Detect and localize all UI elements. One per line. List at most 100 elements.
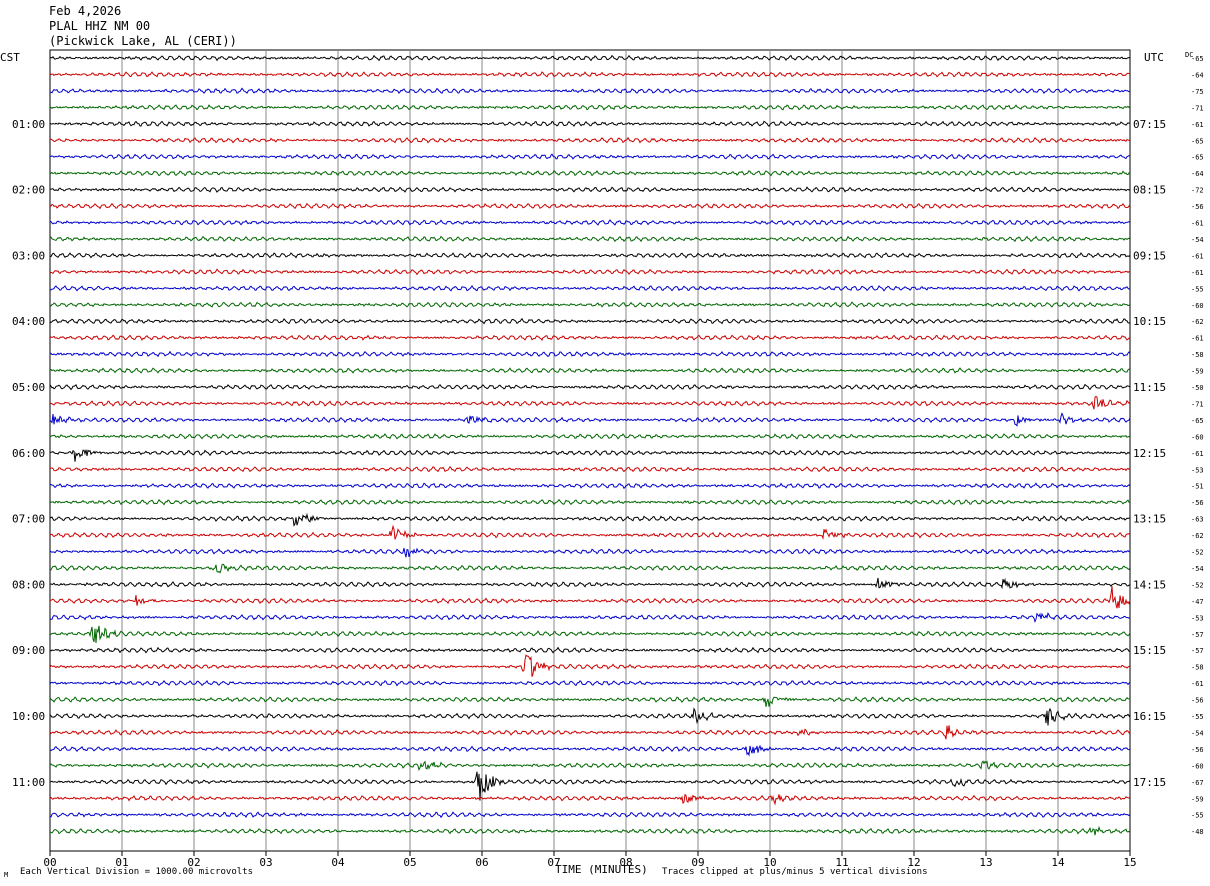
dc-offset-label: -53	[1191, 614, 1204, 622]
seismic-trace	[49, 120, 1131, 127]
dc-offset-label: -71	[1191, 400, 1204, 408]
seismic-trace	[49, 383, 1131, 391]
dc-offset-label: -61	[1191, 335, 1204, 343]
seismic-trace	[49, 285, 1131, 292]
seismic-trace	[49, 169, 1131, 177]
dc-offset-label: -57	[1191, 631, 1204, 639]
x-tick-label: 12	[907, 856, 920, 869]
seismic-trace	[49, 219, 1131, 226]
seismic-trace	[49, 707, 1131, 726]
seismic-trace	[49, 235, 1131, 243]
header-date: Feb 4,2026	[49, 4, 122, 18]
dc-offset-label: -71	[1191, 104, 1204, 112]
dc-offset-label: -56	[1191, 697, 1204, 705]
dc-offset-label: -56	[1191, 746, 1204, 754]
seismic-trace	[49, 825, 1131, 836]
dc-offset-label: -54	[1191, 729, 1204, 737]
x-tick-label: 10	[763, 856, 776, 869]
right-hour-label: 10:15	[1133, 315, 1166, 328]
dc-offset-label: -61	[1191, 252, 1204, 260]
seismic-trace	[49, 512, 1131, 527]
seismic-trace	[49, 449, 1131, 462]
dc-offset-label: -60	[1191, 302, 1204, 310]
dc-offset-label: -55	[1191, 812, 1204, 820]
seismic-trace	[49, 465, 1131, 473]
left-hour-label: 06:00	[12, 447, 45, 460]
dc-offset-label: -65	[1191, 154, 1204, 162]
seismic-trace	[49, 268, 1131, 276]
seismic-trace	[49, 524, 1131, 540]
dc-offset-label: -58	[1191, 664, 1204, 672]
seismic-trace	[49, 563, 1131, 574]
x-tick-label: 03	[259, 856, 272, 869]
dc-offset-label: -61	[1191, 121, 1204, 129]
left-hour-label: 05:00	[12, 381, 45, 394]
seismic-trace	[49, 186, 1131, 193]
seismic-trace	[49, 577, 1131, 590]
x-axis-title: TIME (MINUTES)	[555, 863, 648, 876]
dc-offset-label: -62	[1191, 318, 1204, 326]
seismic-trace	[49, 611, 1131, 624]
seismic-trace	[49, 625, 1131, 643]
seismic-trace	[49, 412, 1131, 427]
dc-offset-label: -58	[1191, 351, 1204, 359]
dc-offset-label: -65	[1191, 55, 1204, 63]
x-tick-label: 06	[475, 856, 488, 869]
x-tick-label: 05	[403, 856, 416, 869]
seismic-trace	[49, 498, 1131, 506]
seismic-trace	[49, 136, 1131, 144]
left-hour-label: 11:00	[12, 776, 45, 789]
footer-corner-mark: M	[4, 871, 9, 879]
dc-offset-label: -64	[1191, 170, 1204, 178]
left-hour-label: 10:00	[12, 710, 45, 723]
x-tick-label: 02	[187, 856, 200, 869]
seismic-trace	[49, 654, 1131, 677]
right-hour-label: 14:15	[1133, 578, 1166, 591]
seismic-trace	[49, 301, 1131, 308]
dc-offset-label: -50	[1191, 384, 1204, 392]
dc-offset-label: -60	[1191, 433, 1204, 441]
dc-offset-label: -59	[1191, 368, 1204, 376]
dc-offset-label: -56	[1191, 499, 1204, 507]
x-tick-label: 11	[835, 856, 848, 869]
seismic-trace	[49, 252, 1131, 259]
right-hour-label: 09:15	[1133, 249, 1166, 262]
seismic-trace	[49, 771, 1131, 801]
seismic-trace	[49, 433, 1131, 440]
right-hour-label: 12:15	[1133, 447, 1166, 460]
seismic-trace	[49, 725, 1131, 740]
left-hour-label: 09:00	[12, 644, 45, 657]
dc-offset-label: -61	[1191, 220, 1204, 228]
header-station: PLAL HHZ NM 00	[49, 19, 151, 33]
seismic-trace	[49, 317, 1131, 325]
dc-offset-label: -51	[1191, 483, 1204, 491]
x-tick-label: 08	[619, 856, 632, 869]
dc-offset-label: -53	[1191, 466, 1204, 474]
seismic-trace	[49, 395, 1131, 410]
x-tick-label: 15	[1123, 856, 1136, 869]
x-tick-label: 04	[331, 856, 345, 869]
seismic-trace	[49, 482, 1131, 490]
seismic-trace	[49, 54, 1131, 62]
dc-offset-label: -62	[1191, 532, 1204, 540]
x-tick-label: 00	[43, 856, 56, 869]
dc-offset-label: -52	[1191, 581, 1204, 589]
dc-offset-label: -65	[1191, 417, 1204, 425]
right-hour-label: 07:15	[1133, 118, 1166, 131]
right-hour-label: 08:15	[1133, 184, 1166, 197]
dc-offset-label: -65	[1191, 137, 1204, 145]
x-tick-label: 13	[979, 856, 992, 869]
seismic-trace	[49, 679, 1131, 687]
seismic-trace	[49, 744, 1131, 757]
left-hour-label: 04:00	[12, 315, 45, 328]
dc-offset-label: -55	[1191, 713, 1204, 721]
dc-offset-label: -56	[1191, 203, 1204, 211]
dc-offset-label: -63	[1191, 516, 1204, 524]
dc-offset-label: -54	[1191, 236, 1204, 244]
seismic-trace	[49, 696, 1131, 707]
dc-offset-label: -60	[1191, 762, 1204, 770]
dc-offset-label: -59	[1191, 795, 1204, 803]
dc-offset-label: -47	[1191, 598, 1204, 606]
left-hour-label: 01:00	[12, 118, 45, 131]
